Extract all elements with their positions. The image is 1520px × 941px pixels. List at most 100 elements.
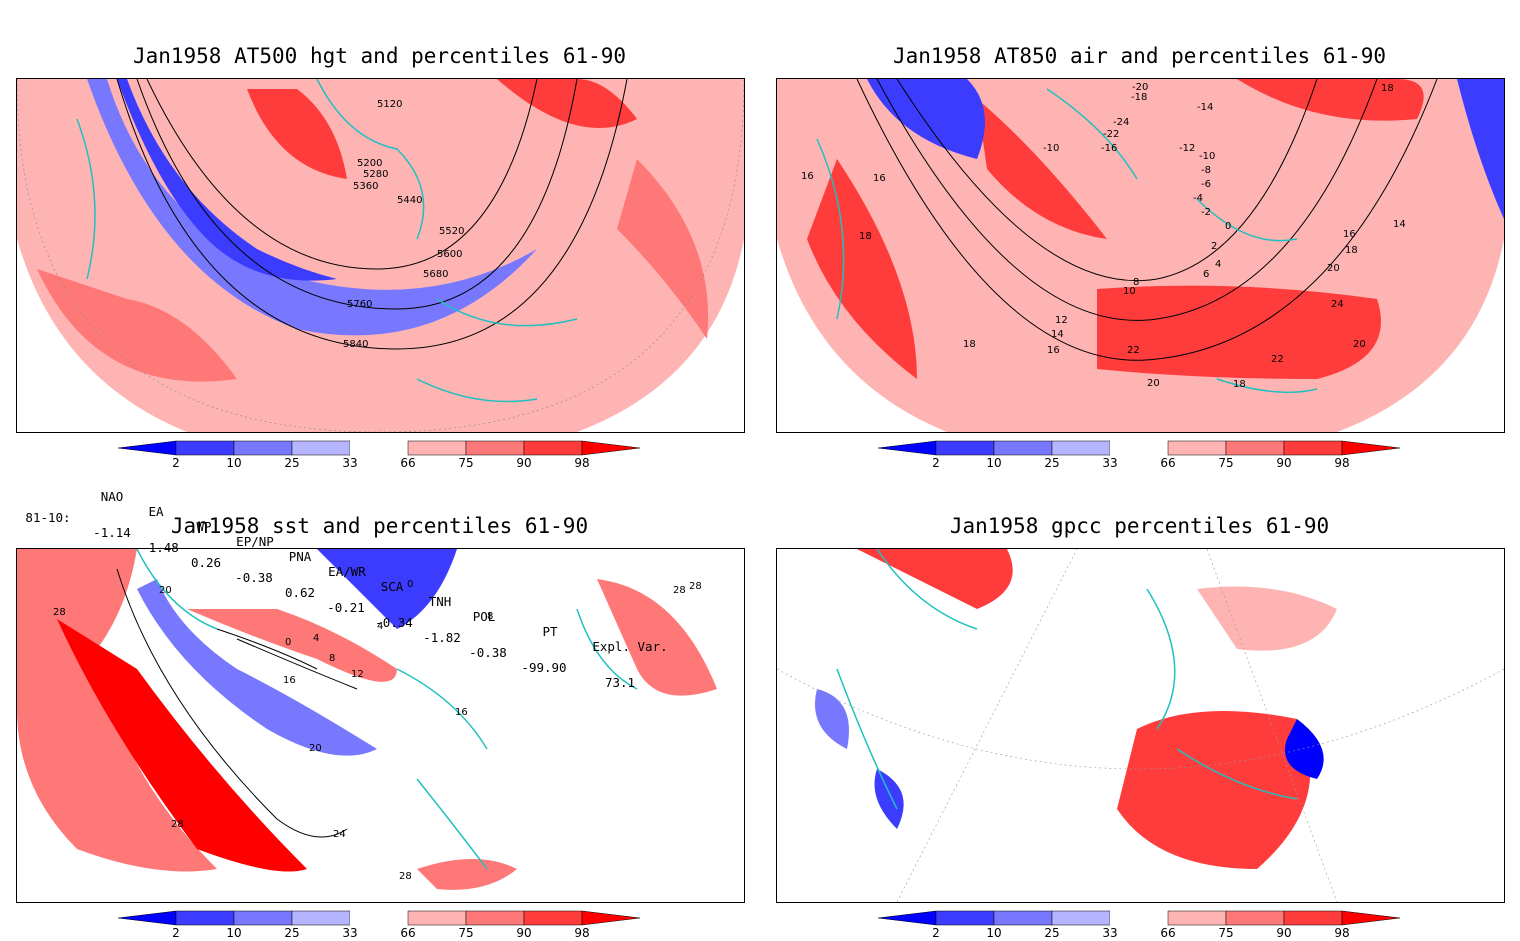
contour-label: 16 <box>873 173 886 184</box>
index-value: -1.14 <box>93 525 131 540</box>
contour-label: -6 <box>1201 179 1211 190</box>
contours <box>116 79 628 350</box>
colorbar-label: 75 <box>458 926 473 940</box>
anomaly-field <box>1097 285 1381 379</box>
map-hgt-svg: 5120 5200 5280 5360 5440 5520 5600 5680 … <box>17 79 744 432</box>
colorbar-swatch <box>465 910 525 926</box>
colorbar-label: 75 <box>1218 926 1233 940</box>
colorbar-swatch <box>1110 441 1168 455</box>
map-air-svg: -20 -18 -14 -24 -22 -16 -10 -12 -10 -8 -… <box>777 79 1504 432</box>
index-value: -0.38 <box>235 570 273 585</box>
contour-label: 5120 <box>377 99 402 110</box>
anomaly-field <box>57 619 307 872</box>
contour-label: 5760 <box>347 299 372 310</box>
index-header: WP <box>196 519 212 534</box>
index-value: 0.26 <box>190 555 222 570</box>
anomaly-field <box>977 99 1107 239</box>
contour-label: 16 <box>283 675 296 686</box>
contour-label: 22 <box>1127 345 1140 356</box>
contour-label: 4 <box>1215 259 1221 270</box>
colorbar-label: 98 <box>574 456 589 470</box>
contour-label: 2 <box>1211 241 1217 252</box>
anomaly-field <box>597 579 717 696</box>
colorbar-label: 25 <box>284 456 299 470</box>
contour-label: 18 <box>963 339 976 350</box>
index-value: -1.82 <box>423 630 461 645</box>
colorbar-label: 33 <box>342 926 357 940</box>
panel-title-gpcc: Jan1958 gpcc percentiles 61-90 <box>949 514 1330 538</box>
index-value: -99.90 <box>521 660 567 675</box>
colorbar-swatch <box>877 910 937 926</box>
colorbar-label: 10 <box>986 456 1001 470</box>
contour-label: 24 <box>333 829 346 840</box>
colorbar-label: 90 <box>516 926 531 940</box>
index-value: 73.1 <box>604 675 636 690</box>
index-value: 0.62 <box>284 585 316 600</box>
colorbar-swatch <box>233 910 293 926</box>
anomaly-field <box>187 609 397 682</box>
colorbar-swatch <box>407 910 467 926</box>
colorbar: 2 10 25 33 66 75 90 98 <box>877 440 1401 470</box>
anomaly-field <box>874 769 904 829</box>
contour-label: -18 <box>1131 92 1147 103</box>
contour-label: 10 <box>1123 286 1136 297</box>
colorbar: 2 10 25 33 66 75 90 98 <box>877 910 1401 940</box>
contour-label: -8 <box>1201 165 1211 176</box>
colorbar-swatch <box>993 910 1053 926</box>
anomaly-field <box>1457 79 1504 219</box>
contour-label: 5680 <box>423 269 448 280</box>
index-header: SCA <box>380 579 404 594</box>
index-header: EP/NP <box>236 534 274 549</box>
contour-label: 5440 <box>397 195 422 206</box>
contour-label: 14 <box>1051 329 1064 340</box>
contours <box>116 568 358 838</box>
contour-label: 16 <box>801 171 814 182</box>
colorbar-swatch <box>1283 910 1343 926</box>
colorbar-label: 90 <box>1276 926 1291 940</box>
panel-title-air: Jan1958 AT850 air and percentiles 61-90 <box>892 44 1387 68</box>
contour-label: 20 <box>1353 339 1366 350</box>
index-value: -1.48 <box>141 540 179 555</box>
contour-label: 28 <box>673 585 686 596</box>
coastlines <box>836 549 1298 810</box>
anomaly-field <box>317 549 457 629</box>
colorbar-swatch <box>1167 910 1227 926</box>
anomaly-field <box>247 89 347 179</box>
contour-label: -10 <box>1199 151 1215 162</box>
anomaly-field <box>117 79 337 281</box>
panel-title-sst: Jan1958 sst and percentiles 61-90 <box>170 514 589 538</box>
colorbar-swatch <box>581 440 641 456</box>
colorbar-label: 90 <box>1276 456 1291 470</box>
contour-label: 5280 <box>363 169 388 180</box>
colorbar-label: 2 <box>172 456 180 470</box>
coastlines <box>136 549 638 870</box>
colorbar-label: 90 <box>516 456 531 470</box>
contour-label: 28 <box>53 607 66 618</box>
contour-label: 18 <box>1381 83 1394 94</box>
colorbar-label: 33 <box>1102 926 1117 940</box>
colorbar-label: 33 <box>1102 456 1117 470</box>
contours <box>856 79 1438 361</box>
map-panel-hgt: 5120 5200 5280 5360 5440 5520 5600 5680 … <box>16 78 745 433</box>
colorbar-label: 2 <box>932 926 940 940</box>
index-header: POL <box>472 609 496 624</box>
colorbar-swatch <box>523 910 583 926</box>
contour-label: 12 <box>351 669 364 680</box>
colorbar-swatch <box>1051 440 1111 456</box>
index-header: EA/WR <box>328 564 366 579</box>
index-value: -0.38 <box>469 645 507 660</box>
contour-label: -14 <box>1197 102 1213 113</box>
index-row-label: 81-10: <box>25 510 71 525</box>
colorbar-label: 10 <box>986 926 1001 940</box>
anomaly-field <box>137 579 377 756</box>
contour-label: -12 <box>1179 143 1195 154</box>
colorbar-label: 98 <box>1334 456 1349 470</box>
colorbar-label: 66 <box>1160 456 1175 470</box>
colorbar-swatch <box>1225 440 1285 456</box>
index-header: NAO <box>100 489 124 504</box>
contour-label: 18 <box>1345 245 1358 256</box>
index-header: PT <box>542 624 558 639</box>
coastlines <box>816 88 1318 394</box>
contour-label: -22 <box>1103 129 1119 140</box>
anomaly-field <box>87 79 537 336</box>
